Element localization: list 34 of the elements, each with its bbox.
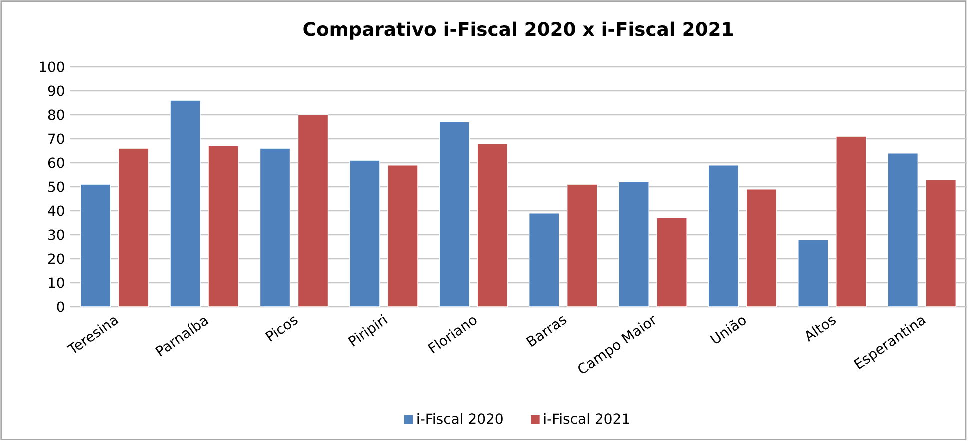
y-tick-label: 0 bbox=[57, 302, 64, 312]
y-tick-label: 20 bbox=[48, 254, 64, 264]
bar bbox=[836, 136, 867, 307]
bar bbox=[260, 148, 291, 307]
legend-label: i-Fiscal 2020 bbox=[418, 413, 503, 424]
bar bbox=[798, 239, 829, 307]
y-tick-label: 30 bbox=[48, 230, 64, 240]
y-tick-label: 100 bbox=[40, 62, 64, 72]
bar bbox=[208, 146, 239, 307]
bar bbox=[170, 100, 201, 307]
bar bbox=[926, 179, 956, 307]
chart-title: Comparativo i-Fiscal 2020 x i-Fiscal 2021 bbox=[304, 22, 733, 40]
bar bbox=[388, 165, 418, 307]
bar bbox=[529, 213, 560, 307]
bar bbox=[439, 122, 470, 307]
y-tick-label: 70 bbox=[48, 134, 64, 144]
bar bbox=[708, 165, 740, 307]
y-tick-label: 40 bbox=[48, 206, 64, 216]
y-tick-label: 10 bbox=[49, 278, 64, 288]
bar bbox=[656, 218, 688, 307]
y-tick-label: 80 bbox=[48, 110, 64, 120]
bar bbox=[80, 184, 112, 307]
bar bbox=[118, 148, 150, 307]
bar bbox=[567, 184, 598, 307]
bar bbox=[618, 182, 650, 307]
legend-label: i-Fiscal 2021 bbox=[544, 413, 630, 424]
y-tick-label: 60 bbox=[48, 158, 64, 168]
y-tick-label: 50 bbox=[48, 182, 64, 192]
bar bbox=[746, 189, 778, 307]
bar bbox=[888, 153, 918, 307]
y-tick-label: 90 bbox=[48, 86, 64, 96]
bar bbox=[350, 160, 380, 307]
bar bbox=[298, 114, 329, 307]
bar bbox=[477, 143, 508, 307]
